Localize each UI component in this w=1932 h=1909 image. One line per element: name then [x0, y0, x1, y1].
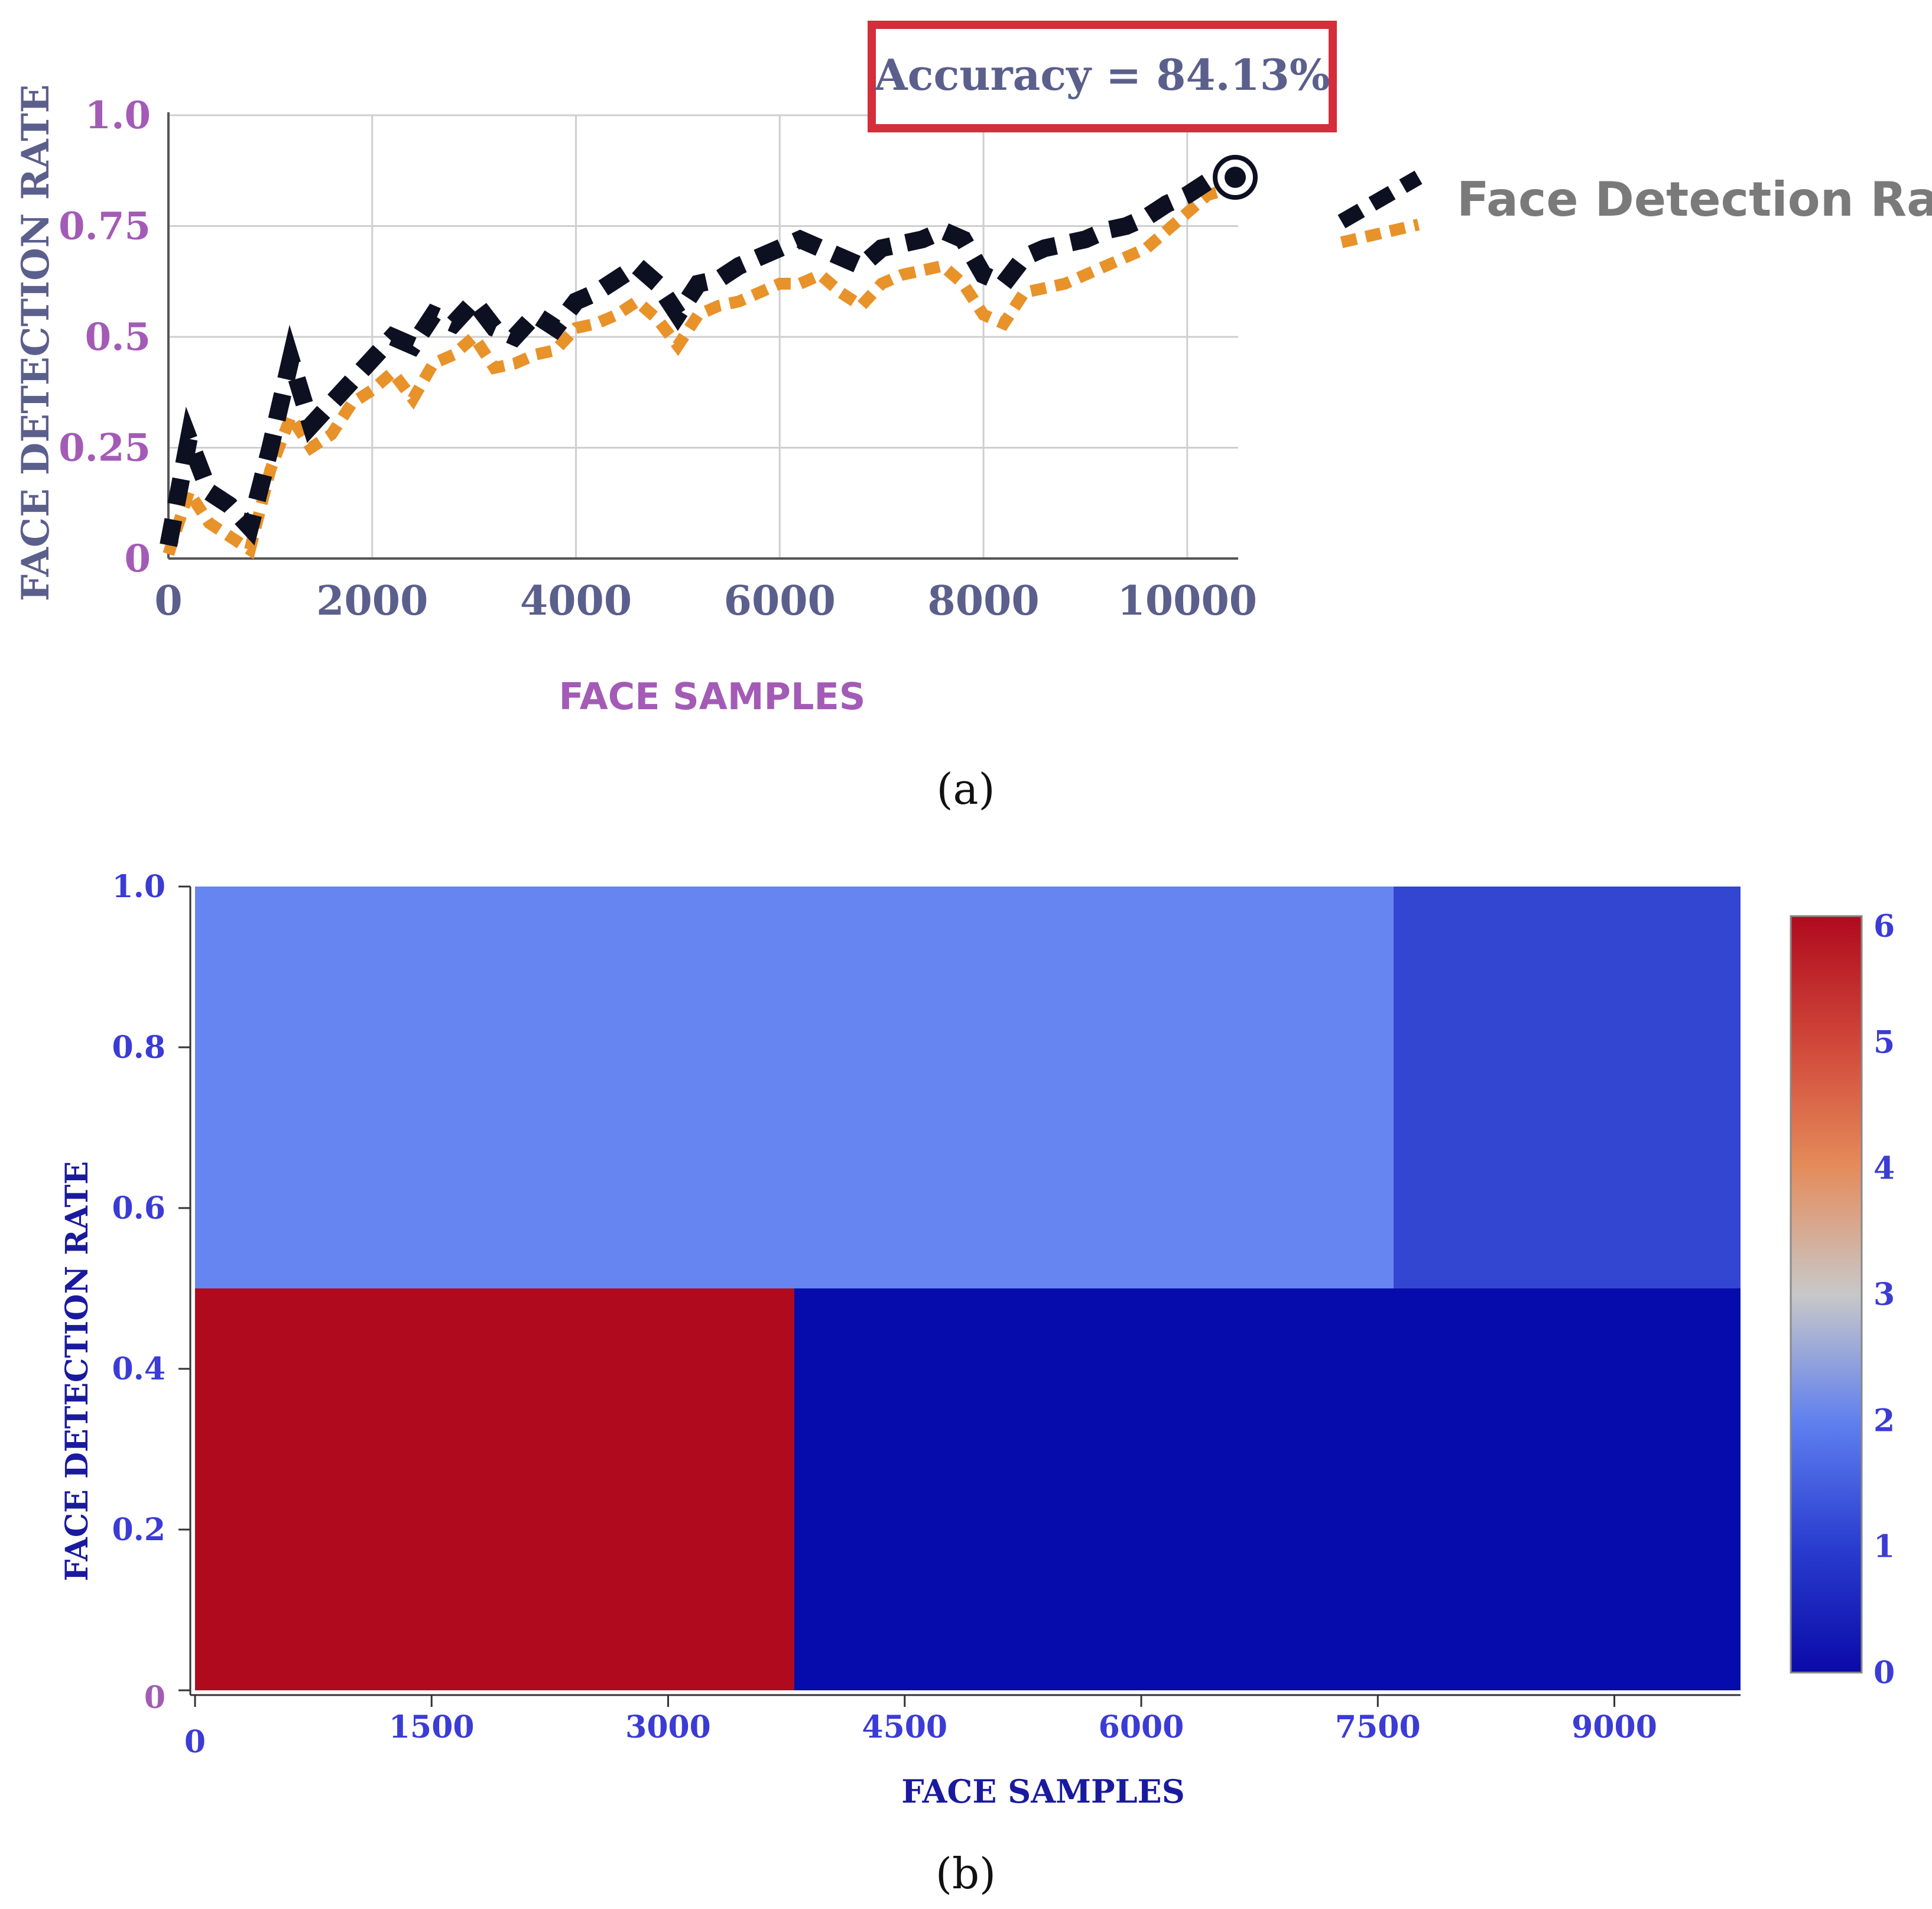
- x-tick-label: 8000: [927, 577, 1039, 625]
- heatmap-cell: [1393, 887, 1741, 1288]
- x-axis-title: FACE SAMPLES: [901, 1772, 1184, 1810]
- heatmap-cell: [794, 1288, 1741, 1690]
- colorbar-tick-label: 1: [1873, 1529, 1895, 1565]
- x-tick-label: 10000: [1118, 577, 1258, 625]
- x-tick-label: 4000: [520, 577, 632, 625]
- axes: [167, 112, 1238, 560]
- colorbar-tick-label: 3: [1873, 1277, 1895, 1313]
- y-axis-title: FACE DETECTION RATE: [59, 1161, 95, 1582]
- heatmap-cell: [195, 1288, 794, 1690]
- y-tick-label: 0: [144, 1680, 165, 1716]
- x-tick-labels: 0 1500 3000 4500 6000 7500 9000: [184, 1709, 1657, 1760]
- colorbar-tick-label: 0: [1873, 1655, 1895, 1691]
- series-line-black: [160, 168, 1240, 547]
- x-tick-label: 9000: [1571, 1709, 1657, 1745]
- colorbar-tick-label: 5: [1873, 1024, 1895, 1060]
- panel-label-b: (b): [936, 1849, 996, 1898]
- x-axis-title: FACE SAMPLES: [559, 675, 866, 718]
- line-chart-panel: 0 2000 4000 6000 8000 10000 0 0.25 0.5 0.75 1.0 A…: [14, 21, 1932, 814]
- annotation-box: [868, 21, 1337, 132]
- legend-label: Face Detection Rate: [1457, 172, 1932, 227]
- colorbar: 0 1 2 3 4 5 6: [1790, 908, 1895, 1691]
- x-tick-label: 0: [184, 1724, 206, 1760]
- series-line-orange: [163, 180, 1240, 560]
- x-tick-label: 3000: [625, 1709, 711, 1745]
- heatmap-cells: [195, 887, 1741, 1690]
- y-tick-label: 0.5: [85, 315, 151, 359]
- axes: [178, 885, 1741, 1707]
- heatmap-cell: [195, 887, 1394, 1288]
- legend-swatch-black: [1337, 170, 1423, 229]
- y-axis-title: FACE DETECTION RATE: [14, 85, 58, 602]
- panel-label-a: (a): [936, 764, 995, 814]
- y-tick-label: 0.8: [112, 1030, 165, 1066]
- x-tick-label: 2000: [316, 577, 428, 625]
- y-tick-label: 0.6: [112, 1190, 165, 1226]
- x-tick-labels: 0 2000 4000 6000 8000 10000: [154, 577, 1257, 625]
- x-tick-label: 1500: [389, 1709, 475, 1745]
- annotation-text: Accuracy = 84.13%: [874, 50, 1330, 100]
- series-group: [160, 168, 1240, 560]
- colorbar-tick-label: 6: [1873, 908, 1895, 944]
- y-tick-label: 1.0: [85, 93, 151, 138]
- y-tick-labels: 0 0.25 0.5 0.75 1.0: [59, 93, 151, 581]
- x-tick-label: 4500: [862, 1709, 947, 1745]
- grid: [167, 114, 1238, 560]
- x-tick-label: 7500: [1335, 1709, 1421, 1745]
- x-tick-label: 6000: [724, 577, 836, 625]
- y-tick-label: 0.2: [112, 1512, 165, 1548]
- colorbar-gradient: [1790, 915, 1863, 1674]
- x-tick-label: 0: [154, 577, 182, 625]
- colorbar-tick-label: 4: [1873, 1151, 1895, 1187]
- y-tick-label: 1.0: [112, 869, 165, 905]
- x-tick-label: 6000: [1099, 1709, 1184, 1745]
- legend-swatch-orange: [1340, 219, 1420, 248]
- legend: Face Detection Rate: [1337, 170, 1932, 248]
- y-tick-label: 0.4: [112, 1351, 165, 1387]
- end-point-marker: [1213, 155, 1258, 200]
- colorbar-tick-labels: 0 1 2 3 4 5 6: [1873, 908, 1895, 1691]
- y-tick-label: 0: [124, 537, 151, 581]
- colorbar-tick-label: 2: [1873, 1402, 1895, 1439]
- y-tick-label: 0.25: [59, 426, 151, 470]
- y-tick-label: 0.75: [59, 204, 151, 249]
- y-tick-labels: 0 0.2 0.4 0.6 0.8 1.0: [112, 869, 165, 1716]
- heatmap-panel: 0 1500 3000 4500 6000 7500 9000 0 0.2 0.4 0.6 0.8 1…: [59, 869, 1895, 1898]
